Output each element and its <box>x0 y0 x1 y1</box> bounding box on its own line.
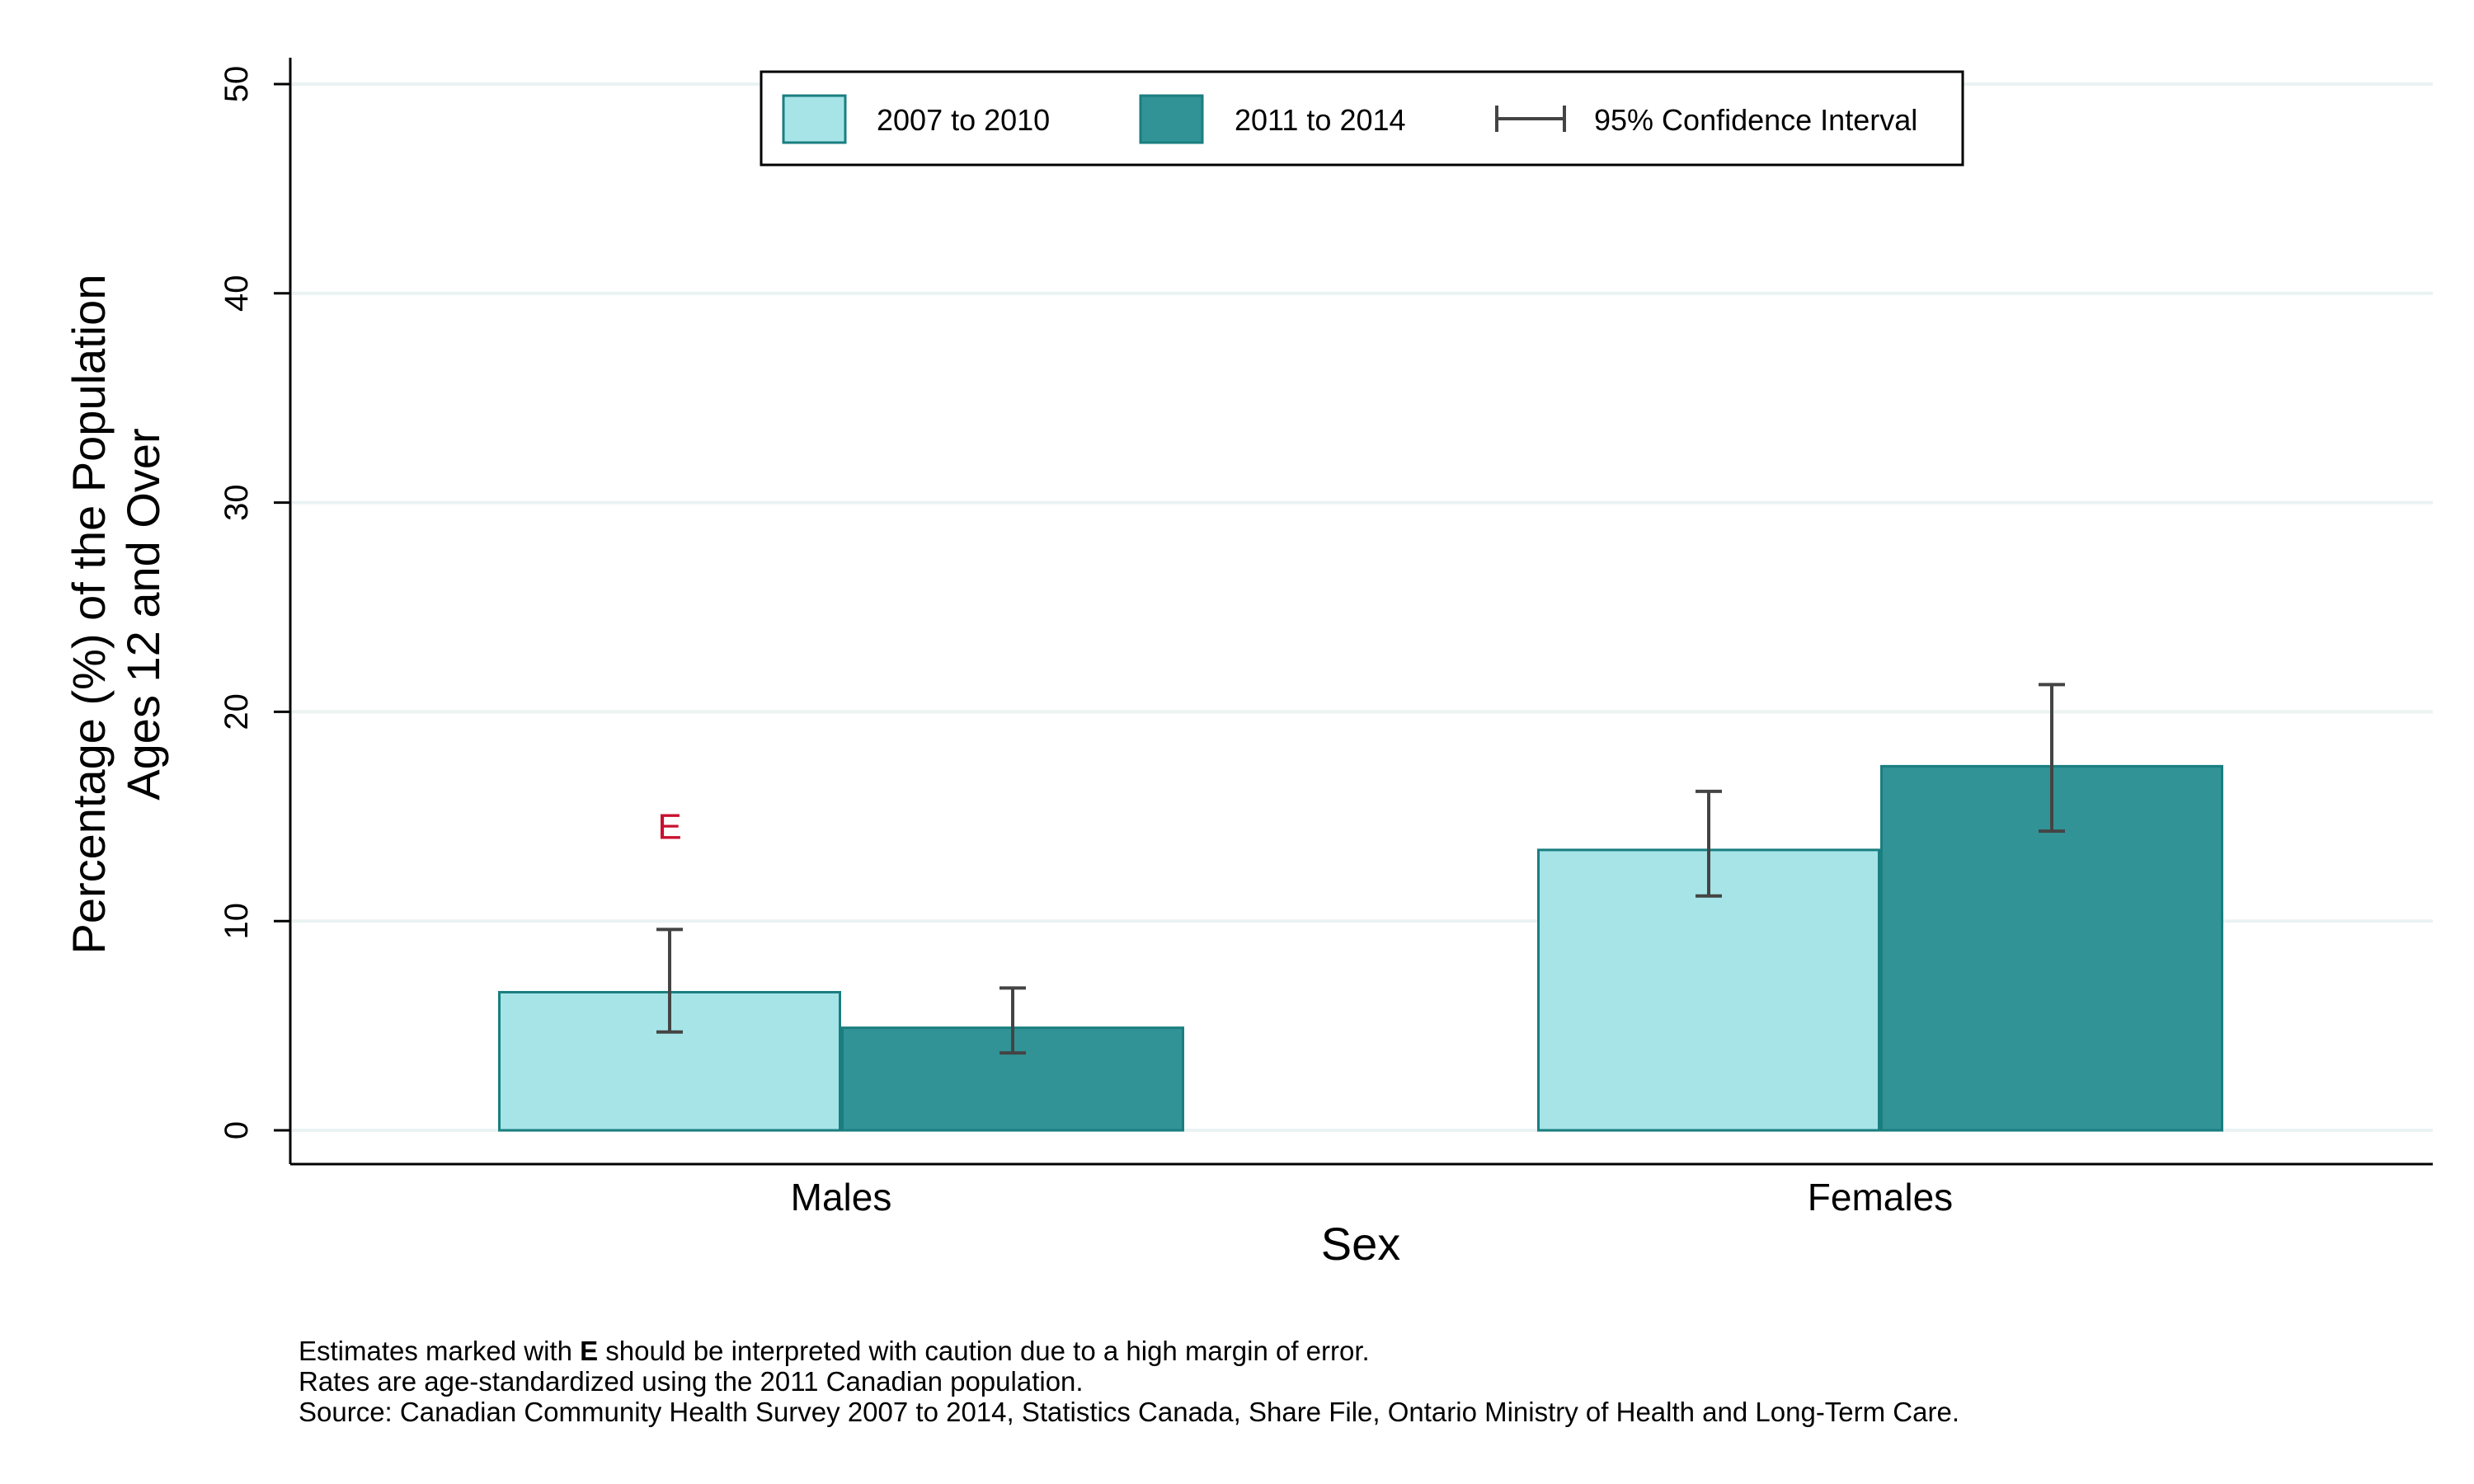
note-flag-letter: E <box>580 1336 599 1366</box>
y-axis-title-line-2: Ages 12 and Over <box>117 428 169 800</box>
note-source: Source: Canadian Community Health Survey… <box>299 1397 1959 1427</box>
x-tick-label-females: Females <box>1808 1176 1953 1219</box>
y-tick-label-40: 40 <box>219 275 255 312</box>
legend-swatch-1 <box>782 94 847 144</box>
legend-swatch-2 <box>1139 94 1204 144</box>
note-age-standardized: Rates are age-standardized using the 201… <box>299 1366 1084 1397</box>
y-tick-label-30: 30 <box>219 484 255 521</box>
legend-label-ci: 95% Confidence Interval <box>1594 103 1917 137</box>
y-tick-label-50: 50 <box>219 66 255 103</box>
note-estimates-caution: Estimates marked with E should be interp… <box>299 1336 1370 1366</box>
y-axis-title-line-1: Percentage (%) of the Population <box>63 275 115 955</box>
x-axis-title: Sex <box>1321 1218 1401 1270</box>
legend-box <box>760 70 1964 167</box>
y-tick-label-20: 20 <box>219 693 255 730</box>
y-tick-label-0: 0 <box>219 1121 255 1139</box>
y-tick-label-10: 10 <box>219 903 255 940</box>
x-tick-label-males: Males <box>791 1176 892 1219</box>
legend-label-1: 2007 to 2010 <box>877 103 1050 137</box>
legend-label-2: 2011 to 2014 <box>1235 103 1406 137</box>
y-axis-title: Percentage (%) of the PopulationAges 12 … <box>63 275 169 955</box>
chart-notes: Estimates marked with E should be interp… <box>299 1336 1959 1427</box>
flag-males-1: E <box>657 806 681 847</box>
